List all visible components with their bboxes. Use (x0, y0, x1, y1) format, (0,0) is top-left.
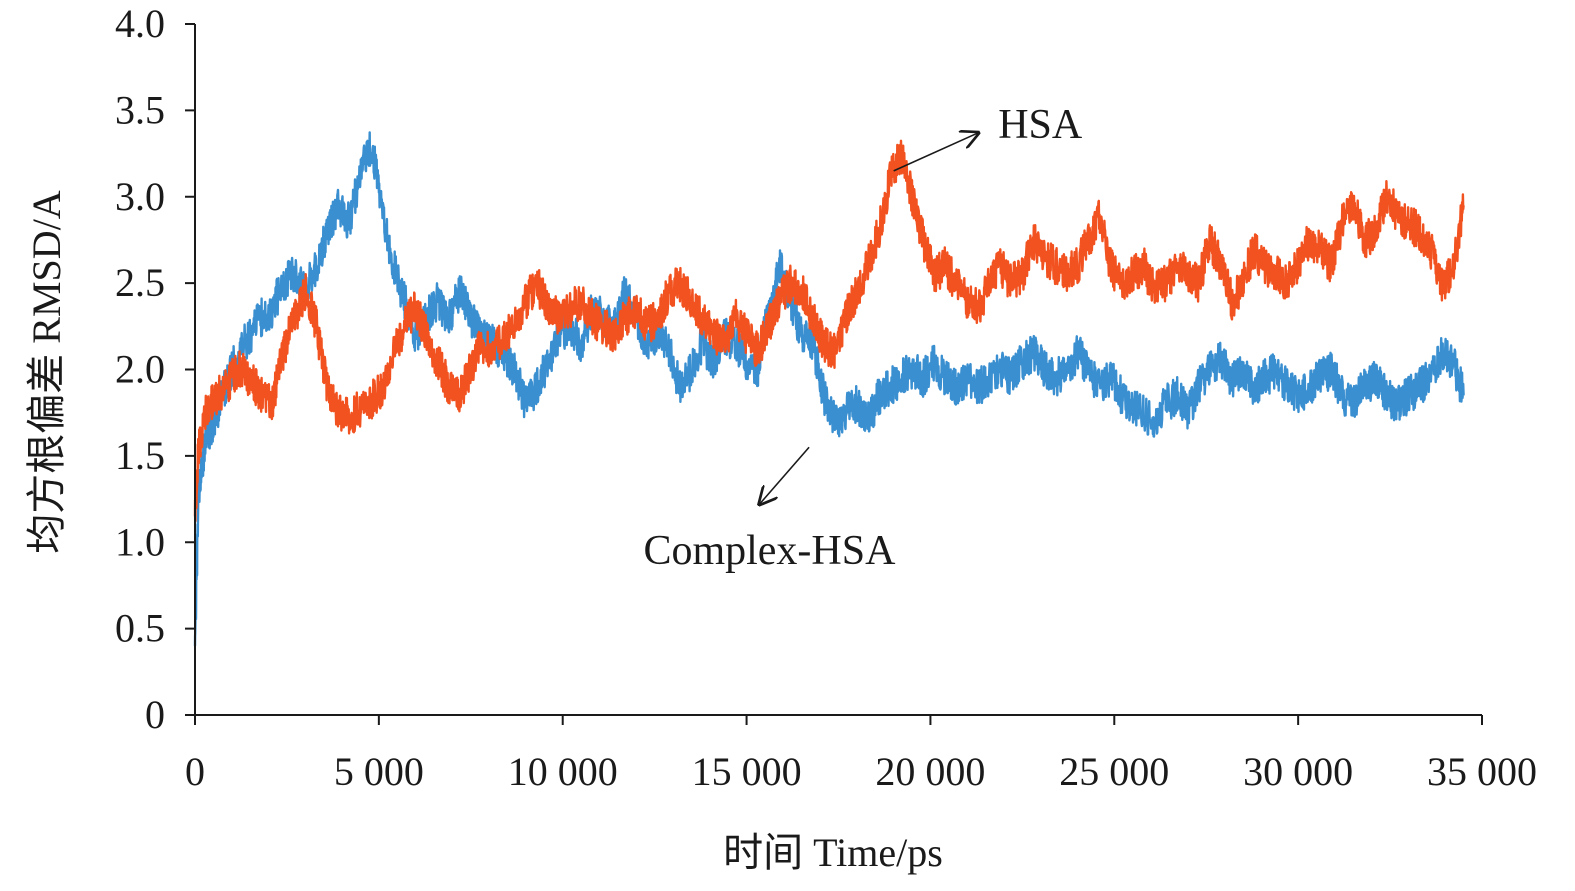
x-tick-label: 0 (185, 749, 205, 794)
y-tick-label: 2.0 (115, 347, 165, 392)
annotation-arrow (893, 133, 979, 172)
y-tick-label: 3.0 (115, 174, 165, 219)
x-tick-label: 35 000 (1427, 749, 1537, 794)
y-tick-label: 1.5 (115, 433, 165, 478)
x-tick-label: 30 000 (1243, 749, 1353, 794)
series-layer (193, 131, 1465, 646)
ticks-layer: 0 0.5 1.0 1.5 2.0 2.5 3.0 3.5 4.0 0 5 000 10 000 15 … (115, 1, 1537, 794)
y-tick-label: 2.5 (115, 260, 165, 305)
y-tick-label: 4.0 (115, 1, 165, 46)
x-tick-label: 20 000 (875, 749, 985, 794)
x-axis-title: 时间 Time/ps (723, 830, 943, 875)
annotation-layer: HSA Complex-HSA (643, 102, 1082, 574)
y-tick-label: 1.0 (115, 519, 165, 564)
x-tick-label: 25 000 (1059, 749, 1169, 794)
x-tick-label: 5 000 (334, 749, 424, 794)
x-tick-label: 10 000 (508, 749, 618, 794)
annotation-arrow (759, 446, 810, 504)
y-tick-label: 0 (145, 692, 165, 737)
x-tick-label: 15 000 (692, 749, 802, 794)
annotation-label: HSA (998, 102, 1083, 148)
series-line-complex-hsa (193, 131, 1465, 646)
y-tick-label: 0.5 (115, 606, 165, 651)
annotation-label: Complex-HSA (643, 528, 896, 574)
series-line-hsa (193, 139, 1465, 523)
y-tick-label: 3.5 (115, 87, 165, 132)
y-axis-title: 均方根偏差 RMSD/A (24, 190, 69, 553)
